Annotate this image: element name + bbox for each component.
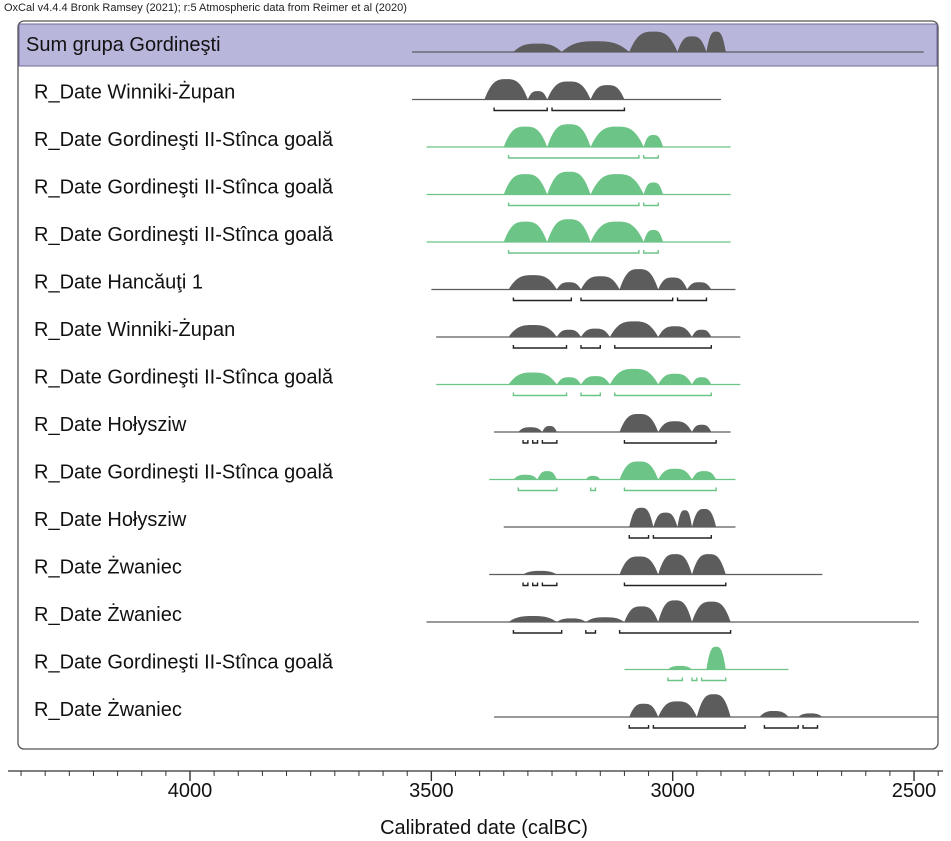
range-bracket [517,487,558,492]
row-label: R_Date Gordineşti II-Stînca goală [34,224,334,246]
range-bracket [623,582,727,587]
range-bracket [512,630,563,634]
range-bracket [493,107,548,112]
probability-distribution [508,321,712,337]
range-bracket [643,202,659,207]
range-bracket [676,297,708,302]
range-bracket [507,202,640,207]
row-label: R_Date Żwaniec [34,556,182,579]
row-label: R_Date Winniki-Żupan [34,81,235,104]
range-bracket [802,725,819,729]
range-bracket [643,250,659,254]
row-label: R_Date Gordineşti II-Stînca goală [34,367,334,389]
probability-distribution [513,461,717,480]
range-bracket [643,155,659,159]
row-label: R_Date Żwaniec [34,603,182,626]
range-bracket [580,297,674,302]
range-bracket [652,725,746,729]
probability-distribution [508,600,731,622]
probability-distribution [484,79,625,100]
range-bracket [507,155,640,159]
probability-distribution [513,31,726,52]
row-label: R_Date Hancăuţi 1 [34,272,203,294]
range-bracket [512,297,573,302]
range-bracket [522,440,529,444]
range-bracket [652,535,713,539]
row-13: R_Date Żwaniec [34,600,919,634]
row-2: R_Date Winniki-Żupan [34,79,721,112]
range-bracket [541,582,558,587]
row-4: R_Date Gordineşti II-Stînca goală [34,171,731,207]
range-bracket [551,107,626,112]
x-tick-label: 3000 [650,780,695,802]
row-label: R_Date Gordineşti II-Stînca goală [34,462,334,484]
x-tick-label: 2500 [892,780,937,802]
sum-band [18,23,938,67]
range-bracket [507,250,640,254]
range-bracket [541,440,558,444]
x-tick-label: 3500 [409,780,454,802]
row-8: R_Date Gordineşti II-Stînca goală [34,367,741,397]
range-bracket [532,440,539,444]
row-11: R_Date Hołysziw [34,507,736,539]
row-label: R_Date Gordineşti II-Stînca goală [34,129,334,151]
range-bracket [691,677,698,682]
probability-distribution [667,646,726,670]
range-bracket [628,725,650,729]
range-bracket [512,392,568,397]
range-bracket [512,345,568,349]
probability-distribution [503,124,664,147]
range-bracket [763,725,799,729]
row-label: R_Date Hołysziw [34,509,187,531]
chart-header-text: OxCal v4.4.4 Bronk Ramsey (2021); r:5 At… [4,2,407,14]
row-7: R_Date Winniki-Żupan [34,318,741,349]
row-3: R_Date Gordineşti II-Stînca goală [34,124,731,159]
row-label: R_Date Winniki-Żupan [34,318,235,341]
range-bracket [623,487,717,492]
x-axis-title: Calibrated date (calBC) [380,817,588,839]
probability-distribution [503,171,664,195]
row-6: R_Date Hancăuţi 1 [34,269,736,302]
row-label: R_Date Gordineşti II-Stînca goală [34,177,334,199]
row-label: R_Date Gordineşti II-Stînca goală [34,652,334,674]
row-9: R_Date Hołysziw [34,414,731,444]
probability-distribution [523,554,726,575]
range-bracket [580,345,601,349]
row-label: Sum grupa Gordineşti [26,34,221,56]
range-bracket [589,487,597,492]
range-bracket [580,392,601,397]
row-10: R_Date Gordineşti II-Stînca goală [34,461,736,492]
range-bracket [585,630,597,634]
probability-distribution [503,219,664,242]
probability-distribution [629,694,823,717]
range-bracket [532,582,539,587]
row-label: R_Date Żwaniec [34,698,182,721]
row-15: R_Date Żwaniec [34,694,939,729]
row-5: R_Date Gordineşti II-Stînca goală [34,219,731,254]
range-bracket [667,677,684,682]
range-bracket [618,630,732,634]
probability-distribution [518,414,712,432]
row-12: R_Date Żwaniec [34,554,823,587]
range-bracket [614,345,713,349]
probability-distribution [629,507,717,527]
range-bracket [623,440,717,444]
probability-distribution [508,368,712,385]
row-14: R_Date Gordineşti II-Stînca goală [34,646,789,682]
range-bracket [628,535,650,539]
range-bracket [700,677,727,682]
row-label: R_Date Hołysziw [34,414,187,436]
x-tick-label: 4000 [168,780,213,802]
probability-distribution [508,269,712,290]
row-1: Sum grupa Gordineşti [18,23,938,67]
range-bracket [522,582,529,587]
range-bracket [614,392,713,397]
